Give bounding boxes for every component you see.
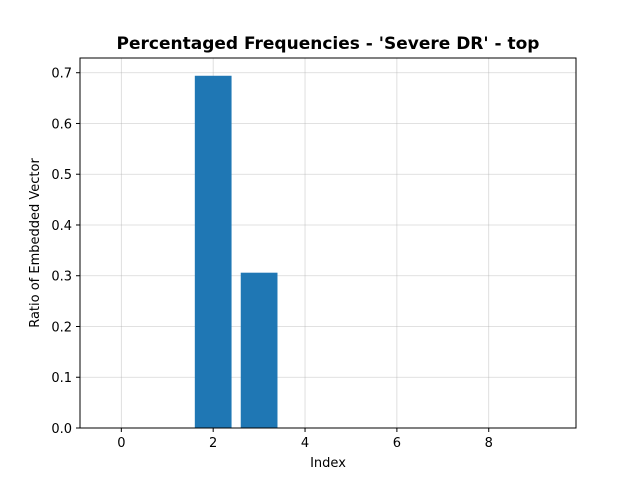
grid (80, 58, 576, 429)
y-tick-label: 0.7 (51, 67, 72, 82)
bars (194, 75, 278, 428)
x-axis-ticks: 0 2 4 6 8 (117, 428, 493, 451)
x-tick-label: 2 (209, 436, 217, 451)
y-axis-ticks: 0.0 0.1 0.2 0.3 0.4 0.5 0.6 0.7 (51, 67, 80, 437)
y-axis-label: Ratio of Embedded Vector (28, 158, 43, 328)
y-tick-label: 0.0 (51, 422, 72, 437)
x-tick-label: 6 (393, 436, 401, 451)
y-tick-label: 0.4 (51, 219, 72, 234)
plot-area-frame (79, 57, 577, 429)
x-axis-label: Index (310, 456, 346, 471)
bar (240, 272, 278, 428)
y-tick-label: 0.2 (51, 320, 72, 335)
bar (194, 75, 232, 428)
x-tick-label: 0 (117, 436, 125, 451)
x-tick-label: 4 (301, 436, 309, 451)
x-tick-label: 8 (485, 436, 493, 451)
y-tick-label: 0.3 (51, 270, 72, 285)
y-tick-label: 0.6 (51, 117, 72, 132)
y-tick-label: 0.1 (51, 371, 72, 386)
chart-title: Percentaged Frequencies - 'Severe DR' - … (117, 34, 540, 54)
y-tick-label: 0.5 (51, 168, 72, 183)
